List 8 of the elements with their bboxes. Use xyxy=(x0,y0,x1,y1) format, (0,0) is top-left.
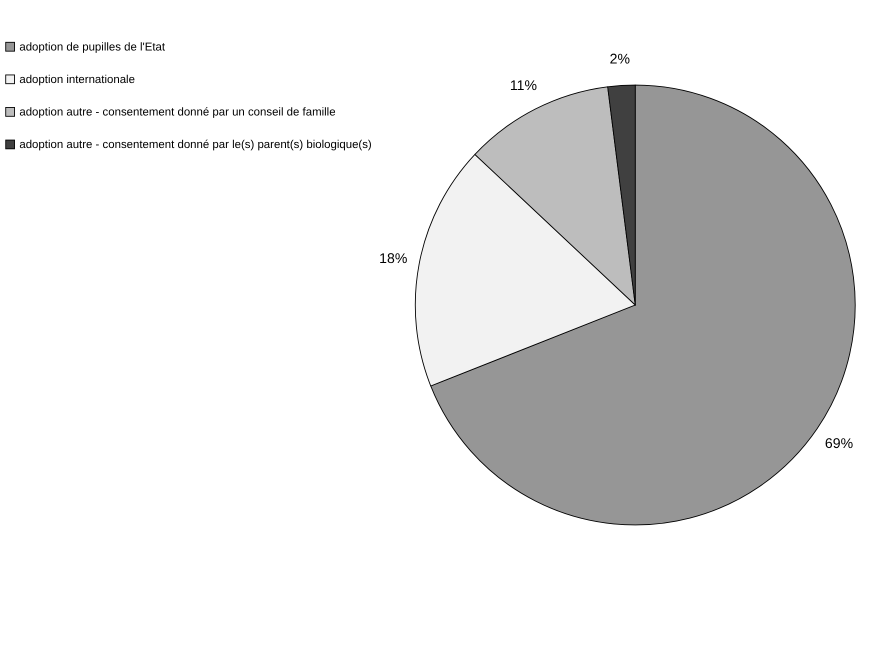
data-label: 18% xyxy=(379,250,408,266)
legend-label: adoption internationale xyxy=(19,74,135,86)
legend-label: adoption autre - consentement donné par le(s) parent(s) biologique(s) xyxy=(19,138,372,151)
data-label: 11% xyxy=(510,76,537,93)
data-label: 69% xyxy=(824,434,854,451)
legend-label: adoption autre - consentement donné par un conseil de famille xyxy=(19,106,336,118)
legend-label: adoption de pupilles de l'Etat xyxy=(19,41,166,54)
data-label: 2% xyxy=(610,50,630,67)
